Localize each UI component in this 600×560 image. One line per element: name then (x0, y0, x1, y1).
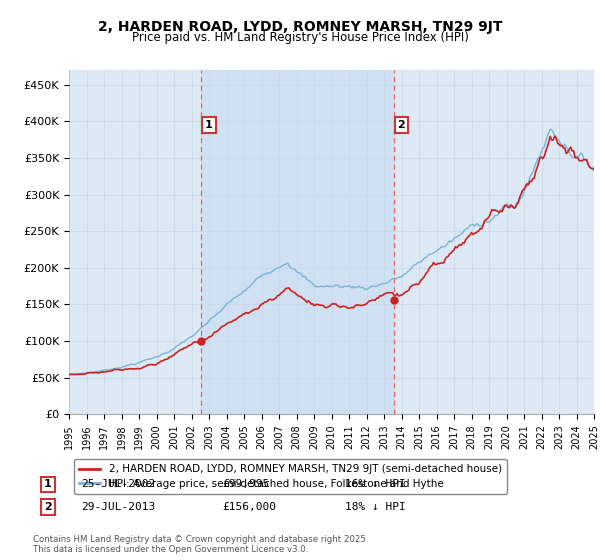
Text: Price paid vs. HM Land Registry's House Price Index (HPI): Price paid vs. HM Land Registry's House … (131, 31, 469, 44)
Text: 25-JUL-2002: 25-JUL-2002 (81, 479, 155, 489)
Text: £156,000: £156,000 (222, 502, 276, 512)
Text: Contains HM Land Registry data © Crown copyright and database right 2025.
This d: Contains HM Land Registry data © Crown c… (33, 535, 368, 554)
Text: 1: 1 (205, 120, 213, 130)
Text: 2: 2 (397, 120, 405, 130)
Legend: 2, HARDEN ROAD, LYDD, ROMNEY MARSH, TN29 9JT (semi-detached house), HPI: Average: 2, HARDEN ROAD, LYDD, ROMNEY MARSH, TN29… (74, 459, 507, 494)
Text: £99,995: £99,995 (222, 479, 269, 489)
Text: 29-JUL-2013: 29-JUL-2013 (81, 502, 155, 512)
Text: 16% ↓ HPI: 16% ↓ HPI (345, 479, 406, 489)
Text: 18% ↓ HPI: 18% ↓ HPI (345, 502, 406, 512)
Bar (202, 70, 394, 414)
Text: 2, HARDEN ROAD, LYDD, ROMNEY MARSH, TN29 9JT: 2, HARDEN ROAD, LYDD, ROMNEY MARSH, TN29… (98, 20, 502, 34)
Text: 2: 2 (44, 502, 52, 512)
Text: 1: 1 (44, 479, 52, 489)
